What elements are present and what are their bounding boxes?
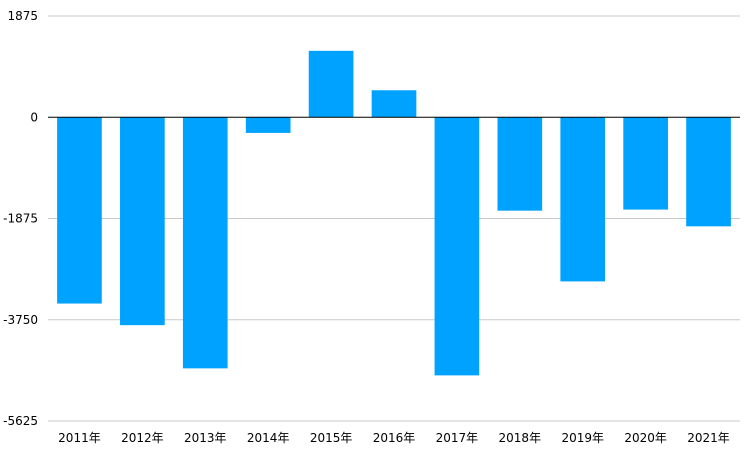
x-tick-label: 2015年 bbox=[310, 431, 353, 445]
bar bbox=[371, 90, 417, 118]
bar bbox=[686, 117, 731, 227]
x-tick-label: 2013年 bbox=[184, 431, 227, 445]
bar bbox=[57, 117, 102, 304]
x-tick-label: 2014年 bbox=[247, 431, 290, 445]
x-axis-ticks: 2011年 2012年 2013年 2014年 2015年 2016年 2017年 2018年… bbox=[58, 431, 730, 445]
x-tick-label: 2017年 bbox=[436, 431, 479, 445]
x-tick-label: 2018年 bbox=[499, 431, 542, 445]
x-tick-label: 2016年 bbox=[373, 431, 416, 445]
bars bbox=[57, 50, 731, 376]
bar bbox=[497, 117, 543, 211]
y-tick-label: -1875 bbox=[3, 212, 38, 226]
y-tick-label: -3750 bbox=[3, 313, 38, 327]
bar bbox=[623, 117, 668, 210]
y-axis-ticks: 1875 0 -1875 -3750 -5625 bbox=[3, 9, 38, 428]
y-tick-label: 0 bbox=[30, 110, 38, 124]
x-tick-label: 2012年 bbox=[121, 431, 164, 445]
y-tick-label: 1875 bbox=[7, 9, 38, 23]
bar bbox=[560, 117, 606, 282]
bar bbox=[434, 117, 480, 376]
y-tick-label: -5625 bbox=[3, 414, 38, 428]
bar bbox=[120, 117, 165, 326]
x-tick-label: 2019年 bbox=[561, 431, 604, 445]
bar bbox=[245, 117, 291, 133]
bar bbox=[308, 50, 354, 118]
x-tick-label: 2011年 bbox=[58, 431, 101, 445]
bar bbox=[182, 117, 228, 369]
x-tick-label: 2021年 bbox=[687, 431, 730, 445]
x-tick-label: 2020年 bbox=[624, 431, 667, 445]
